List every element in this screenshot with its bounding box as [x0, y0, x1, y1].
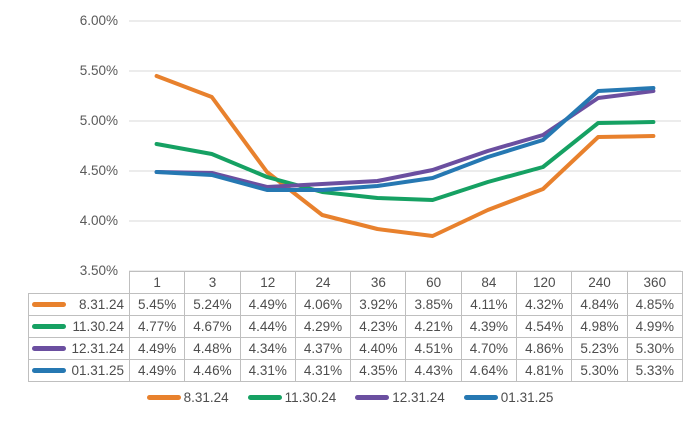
- yield-value-cell: 5.33%: [626, 359, 683, 382]
- yield-value-cell: 4.39%: [460, 315, 518, 338]
- series-row-header: 01.31.25: [28, 359, 130, 382]
- yield-value-cell: 4.32%: [516, 293, 573, 316]
- table-corner-cell: [29, 272, 130, 294]
- series-row-label: 01.31.25: [71, 363, 124, 378]
- maturity-column-header: 3: [184, 271, 241, 294]
- legend-swatch-icon: [146, 395, 181, 400]
- yield-value-cell: 4.67%: [184, 315, 241, 338]
- legend-label: 8.31.24: [183, 390, 229, 405]
- table-row: 11.30.24 4.77% 4.67% 4.44% 4.29% 4.23% 4.21% 4.…: [28, 315, 683, 338]
- yield-value-cell: 4.31%: [294, 359, 352, 382]
- yield-value-cell: 4.40%: [350, 337, 407, 360]
- yield-value-cell: 4.49%: [128, 359, 186, 382]
- yield-value-cell: 5.45%: [128, 293, 186, 316]
- yield-value-cell: 4.51%: [405, 337, 462, 360]
- yield-value-cell: 4.77%: [128, 315, 186, 338]
- yield-value-cell: 5.30%: [626, 337, 683, 360]
- y-axis-tick-label: 6.00%: [79, 13, 118, 28]
- series-row-header: 8.31.24: [28, 293, 130, 316]
- yield-value-cell: 4.98%: [571, 315, 628, 338]
- legend-item: 8.31.24: [146, 390, 229, 405]
- series-row-label: 12.31.24: [71, 341, 124, 356]
- table-row: 8.31.24 5.45% 5.24% 4.49% 4.06% 3.92% 3.85% 4.1…: [28, 293, 683, 316]
- yield-value-cell: 4.48%: [184, 337, 241, 360]
- legend-label: 01.31.25: [500, 390, 554, 405]
- series-swatch-icon: [32, 346, 66, 351]
- legend-label: 11.30.24: [284, 390, 337, 405]
- yield-value-cell: 4.06%: [294, 293, 352, 316]
- yield-value-cell: 4.54%: [516, 315, 573, 338]
- yield-value-cell: 4.84%: [571, 293, 628, 316]
- series-line-01.31.25: [154, 86, 656, 192]
- maturity-column-header: 360: [626, 271, 683, 294]
- maturity-column-header: 36: [350, 271, 407, 294]
- yield-value-cell: 4.99%: [626, 315, 683, 338]
- yield-value-cell: 4.34%: [239, 337, 296, 360]
- y-axis-tick-label: 5.00%: [79, 113, 118, 128]
- yield-value-cell: 4.81%: [516, 359, 573, 382]
- table-header-row: 1 3 12 24 36 60 84 120 240 360: [29, 271, 683, 294]
- yield-value-cell: 4.70%: [460, 337, 518, 360]
- yield-value-cell: 4.49%: [128, 337, 186, 360]
- legend-item: 01.31.25: [463, 390, 554, 405]
- yield-value-cell: 4.29%: [294, 315, 352, 338]
- yield-value-cell: 4.86%: [516, 337, 573, 360]
- maturity-column-header: 1: [128, 271, 186, 294]
- maturity-column-header: 24: [294, 271, 352, 294]
- maturity-column-header: 60: [405, 271, 462, 294]
- yield-value-cell: 5.23%: [571, 337, 628, 360]
- legend-item: 12.31.24: [355, 390, 445, 405]
- yield-value-cell: 3.85%: [405, 293, 462, 316]
- legend-label: 12.31.24: [392, 390, 445, 405]
- legend-swatch-icon: [355, 395, 390, 400]
- legend-item: 11.30.24: [247, 390, 337, 405]
- y-axis-tick-label: 3.50%: [79, 263, 118, 278]
- yield-value-cell: 4.49%: [239, 293, 296, 316]
- yield-value-cell: 4.21%: [405, 315, 462, 338]
- yield-value-cell: 4.46%: [184, 359, 241, 382]
- series-swatch-icon: [32, 368, 66, 373]
- yield-value-cell: 3.92%: [350, 293, 407, 316]
- yield-value-cell: 4.35%: [350, 359, 407, 382]
- series-row-label: 11.30.24: [72, 319, 124, 334]
- series-row-header: 12.31.24: [28, 337, 130, 360]
- y-axis-tick-label: 5.50%: [79, 63, 118, 78]
- yield-value-cell: 4.31%: [239, 359, 296, 382]
- legend-swatch-icon: [247, 395, 282, 400]
- yield-value-cell: 5.24%: [184, 293, 241, 316]
- chart-data-table: 1 3 12 24 36 60 84 120 240 360 8.31.24 5.45% 5.24% 4.…: [28, 271, 683, 382]
- y-axis-tick-label: 4.50%: [79, 163, 118, 178]
- yield-value-cell: 4.11%: [460, 293, 518, 316]
- series-swatch-icon: [32, 324, 66, 329]
- series-row-label: 8.31.24: [78, 297, 124, 312]
- series-swatch-icon: [32, 302, 66, 307]
- y-axis-tick-label: 4.00%: [79, 213, 118, 228]
- maturity-column-header: 120: [516, 271, 573, 294]
- yield-value-cell: 4.23%: [350, 315, 407, 338]
- yield-value-cell: 4.37%: [294, 337, 352, 360]
- yield-value-cell: 5.30%: [571, 359, 628, 382]
- yield-value-cell: 4.85%: [626, 293, 683, 316]
- yield-value-cell: 4.64%: [460, 359, 518, 382]
- series-line-8.31.24: [154, 74, 656, 238]
- yield-value-cell: 4.43%: [405, 359, 462, 382]
- maturity-column-header: 240: [571, 271, 628, 294]
- table-row: 01.31.25 4.49% 4.46% 4.31% 4.31% 4.35% 4.43% 4.…: [28, 359, 683, 382]
- maturity-column-header: 84: [460, 271, 518, 294]
- maturity-column-header: 12: [239, 271, 296, 294]
- series-row-header: 11.30.24: [28, 315, 130, 338]
- legend-swatch-icon: [463, 395, 498, 400]
- series-line-11.30.24: [154, 120, 656, 202]
- chart-legend: 8.31.24 11.30.24 12.31.24 01.31.25: [0, 390, 700, 405]
- table-row: 12.31.24 4.49% 4.48% 4.34% 4.37% 4.40% 4.51% 4.…: [28, 337, 683, 360]
- yield-value-cell: 4.44%: [239, 315, 296, 338]
